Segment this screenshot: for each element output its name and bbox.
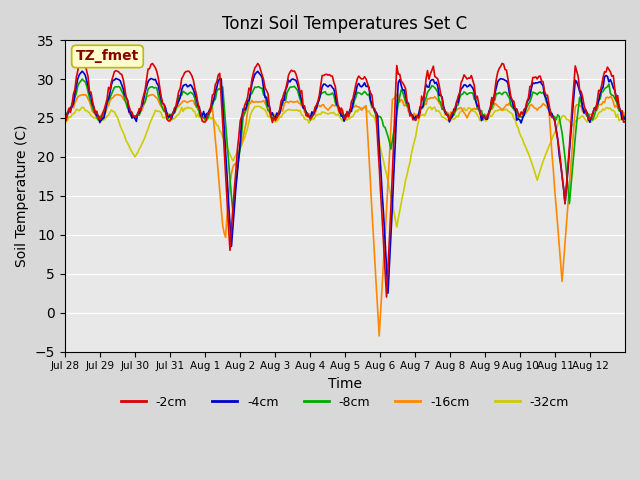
-8cm xyxy=(61,118,68,123)
-16cm xyxy=(99,111,106,117)
-16cm xyxy=(351,104,358,109)
Y-axis label: Soil Temperature (C): Soil Temperature (C) xyxy=(15,125,29,267)
-8cm xyxy=(99,116,106,122)
-2cm xyxy=(78,53,86,59)
Line: -4cm: -4cm xyxy=(65,71,625,293)
-2cm xyxy=(620,119,627,125)
-2cm xyxy=(621,119,629,125)
-32cm xyxy=(621,119,629,125)
-2cm xyxy=(99,110,106,116)
-32cm xyxy=(620,118,627,123)
-16cm xyxy=(547,128,554,133)
-32cm xyxy=(61,117,68,122)
-8cm xyxy=(78,76,86,82)
-4cm xyxy=(61,119,68,125)
-16cm xyxy=(80,92,88,98)
-8cm xyxy=(547,108,554,114)
Line: -8cm: -8cm xyxy=(65,79,625,211)
Line: -32cm: -32cm xyxy=(65,106,625,227)
-16cm xyxy=(620,109,627,115)
-32cm xyxy=(393,224,401,230)
-2cm xyxy=(81,60,89,65)
-32cm xyxy=(80,105,88,110)
Title: Tonzi Soil Temperatures Set C: Tonzi Soil Temperatures Set C xyxy=(222,15,467,33)
-4cm xyxy=(351,94,358,99)
-16cm xyxy=(463,115,471,121)
Line: -16cm: -16cm xyxy=(65,95,625,336)
-32cm xyxy=(97,117,105,123)
-2cm xyxy=(547,110,554,116)
Line: -2cm: -2cm xyxy=(65,56,625,297)
-2cm xyxy=(463,76,471,82)
-32cm xyxy=(463,108,471,113)
X-axis label: Time: Time xyxy=(328,377,362,391)
-2cm xyxy=(61,114,68,120)
-4cm xyxy=(620,114,627,120)
-4cm xyxy=(384,290,392,296)
-16cm xyxy=(81,92,89,97)
-4cm xyxy=(78,68,86,74)
-8cm xyxy=(463,92,471,97)
-32cm xyxy=(254,103,262,109)
-8cm xyxy=(229,208,237,214)
-2cm xyxy=(351,89,358,95)
-4cm xyxy=(463,84,471,90)
-2cm xyxy=(383,294,390,300)
Text: TZ_fmet: TZ_fmet xyxy=(76,49,139,63)
-8cm xyxy=(621,113,629,119)
Legend: -2cm, -4cm, -8cm, -16cm, -32cm: -2cm, -4cm, -8cm, -16cm, -32cm xyxy=(116,391,574,414)
-16cm xyxy=(621,114,629,120)
-32cm xyxy=(547,141,554,146)
-8cm xyxy=(352,94,360,100)
-4cm xyxy=(547,112,554,118)
-8cm xyxy=(620,114,627,120)
-16cm xyxy=(376,333,383,339)
-8cm xyxy=(81,79,89,84)
-4cm xyxy=(99,116,106,121)
-4cm xyxy=(81,72,89,78)
-32cm xyxy=(351,111,358,117)
-16cm xyxy=(61,112,68,118)
-4cm xyxy=(621,116,629,122)
